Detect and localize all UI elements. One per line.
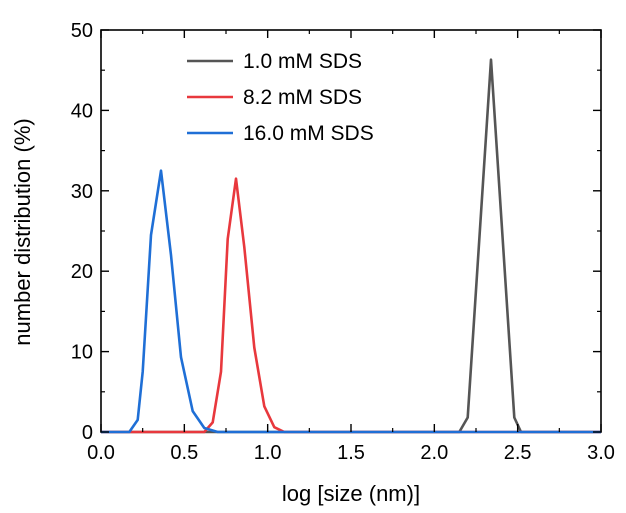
x-tick-label: 0.0 bbox=[87, 442, 115, 464]
x-tick-label: 3.0 bbox=[587, 442, 615, 464]
y-tick-label: 10 bbox=[71, 342, 93, 364]
legend: 1.0 mM SDS 8.2 mM SDS 16.0 mM SDS bbox=[187, 50, 374, 145]
y-tick-label: 0 bbox=[82, 422, 93, 444]
y-axis-title: number distribution (%) bbox=[10, 118, 35, 345]
x-tick-label: 1.0 bbox=[254, 442, 282, 464]
x-tick-label: 2.0 bbox=[420, 442, 448, 464]
y-tick-label: 50 bbox=[71, 20, 93, 42]
series-line-1 bbox=[101, 177, 601, 434]
y-tick-label: 20 bbox=[71, 261, 93, 283]
y-tick-label: 30 bbox=[71, 181, 93, 203]
x-tick-label: 1.5 bbox=[337, 442, 365, 464]
x-tick-label: 2.5 bbox=[504, 442, 532, 464]
ticks-layer: 0.0 0.5 1.0 1.5 2.0 2.5 3.0 0 10 20 30 40 50 bbox=[71, 20, 615, 464]
x-tick-label: 0.5 bbox=[170, 442, 198, 464]
legend-label: 8.2 mM SDS bbox=[243, 86, 362, 109]
legend-label: 16.0 mM SDS bbox=[243, 122, 374, 145]
series-line-2 bbox=[101, 169, 601, 434]
x-axis-title: log [size (nm)] bbox=[282, 481, 420, 506]
y-tick-label: 40 bbox=[71, 100, 93, 122]
legend-label: 1.0 mM SDS bbox=[243, 50, 362, 73]
series-layer bbox=[101, 58, 601, 434]
series-line-0 bbox=[101, 58, 601, 434]
